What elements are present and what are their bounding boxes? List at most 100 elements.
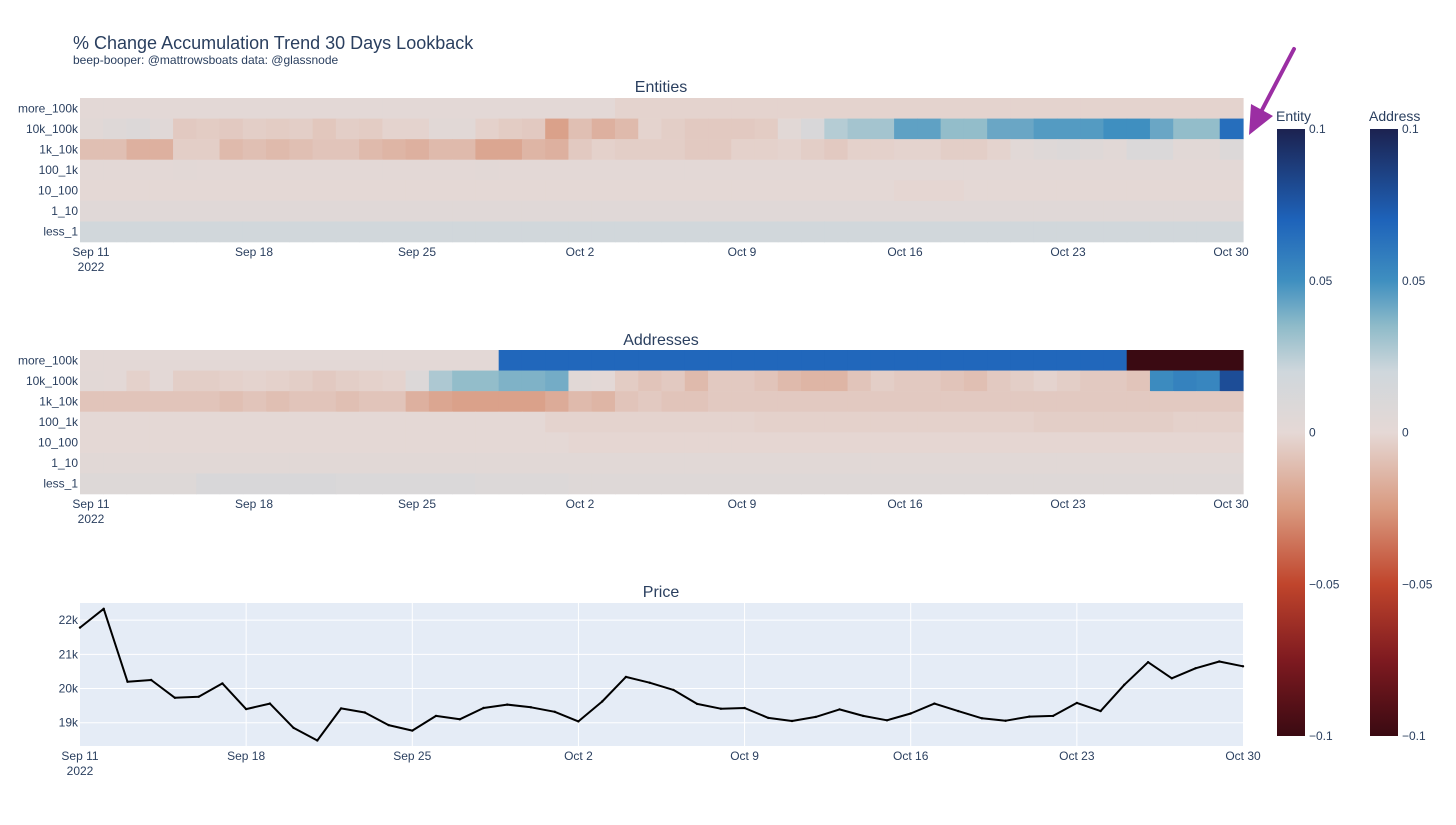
heatmap-cell — [382, 350, 407, 371]
price-series-line — [79, 607, 1244, 742]
heatmap-cell — [312, 159, 337, 181]
heatmap-cell — [987, 370, 1011, 392]
heatmap-cell — [1033, 452, 1058, 474]
heatmap-cell — [1010, 180, 1035, 202]
heatmap-cell — [754, 432, 779, 454]
heatmap-cell — [917, 350, 942, 371]
heatmap-cell — [382, 200, 407, 222]
addresses-heatmap-panel: more_100k 10k_100k 1k_10k 100_1k 10_100 1_10l… — [18, 332, 1249, 526]
heatmap-cell — [103, 98, 128, 119]
heatmap-cell — [545, 391, 570, 413]
heatmap-cell — [963, 98, 988, 119]
heatmap-cell — [173, 98, 197, 119]
heatmap-cell — [80, 118, 104, 140]
heatmap-cell — [452, 159, 477, 181]
heatmap-cell — [382, 411, 407, 433]
heatmap-cell — [1080, 370, 1105, 392]
heatmap-cell — [149, 221, 174, 243]
heatmap-cell — [754, 473, 779, 495]
price-data-point — [173, 696, 177, 699]
heatmap-cell — [312, 452, 337, 474]
heatmap-cell — [754, 350, 779, 371]
heatmap-cell — [894, 452, 918, 474]
heatmap-cell — [452, 350, 477, 371]
annotation-arrow-shaft — [1260, 47, 1296, 112]
heatmap-cell — [638, 118, 663, 140]
price-data-point — [719, 707, 722, 710]
heatmap-cell — [1056, 200, 1081, 222]
colorbar-title: Entity — [1276, 108, 1311, 124]
price-data-point — [529, 706, 533, 709]
x-tick-label: Oct 30 — [1213, 245, 1249, 259]
heatmap-cell — [684, 411, 709, 433]
heatmap-cell — [568, 452, 593, 474]
heatmap-cell — [963, 370, 988, 392]
heatmap-cell — [266, 118, 290, 140]
heatmap-cell — [614, 118, 639, 140]
heatmap-cell — [196, 452, 221, 474]
heatmap-cell — [917, 200, 942, 222]
heatmap-cell — [335, 180, 360, 202]
heatmap-cell — [1173, 159, 1198, 181]
heatmap-cell — [242, 118, 267, 140]
heatmap-cell — [731, 180, 756, 202]
heatmap-cell — [1219, 391, 1244, 413]
heatmap-cell — [847, 200, 872, 222]
price-data-point — [1194, 667, 1197, 670]
heatmap-cell — [1149, 473, 1174, 495]
heatmap-cell — [498, 139, 523, 161]
heatmap-cell — [359, 350, 383, 371]
heatmap-cell — [777, 370, 802, 392]
heatmap-cell — [987, 180, 1011, 202]
heatmap-cell — [289, 180, 314, 202]
price-data-point — [1218, 660, 1221, 663]
heatmap-cell — [359, 159, 383, 181]
heatmap-cell — [708, 221, 732, 243]
heatmap-cell — [870, 221, 895, 243]
plot-background — [80, 603, 1243, 746]
heatmap-cell — [335, 391, 360, 413]
heatmap-cell — [1173, 221, 1198, 243]
colorbar-tick-label: 0.05 — [1402, 274, 1426, 288]
heatmap-cell — [568, 411, 593, 433]
heatmap-cell — [870, 139, 895, 161]
heatmap-cell — [266, 411, 290, 433]
heatmap-cell — [1033, 139, 1058, 161]
heatmap-cell — [266, 221, 290, 243]
heatmap-cell — [661, 391, 686, 413]
heatmap-cell — [80, 473, 104, 495]
heatmap-cell — [1126, 432, 1151, 454]
heatmap-cell — [777, 221, 802, 243]
panel-title: Entities — [635, 79, 687, 96]
heatmap-cell — [638, 391, 663, 413]
heatmap-cell — [1010, 411, 1035, 433]
price-data-point — [1146, 661, 1150, 664]
heatmap-cell — [917, 432, 942, 454]
heatmap-cell — [405, 452, 430, 474]
heatmap-cell — [521, 411, 546, 433]
heatmap-cell — [614, 411, 639, 433]
heatmap-cell — [1173, 370, 1198, 392]
heatmap-cell — [661, 473, 686, 495]
heatmap-cell — [1219, 139, 1244, 161]
heatmap-cell — [987, 350, 1011, 371]
heatmap-cell — [219, 473, 244, 495]
heatmap-cell — [80, 98, 104, 119]
heatmap-cell — [987, 391, 1011, 413]
heatmap-cell — [777, 159, 802, 181]
heatmap-cell — [382, 139, 407, 161]
heatmap-cell — [708, 452, 732, 474]
heatmap-cell — [103, 139, 128, 161]
x-tick-label: Oct 2 — [564, 749, 593, 763]
y-tick-label: 10k_100k — [26, 374, 79, 388]
heatmap-cell — [894, 370, 918, 392]
price-data-point — [695, 702, 699, 706]
heatmap-cell — [614, 221, 639, 243]
heatmap-cell — [1126, 118, 1151, 140]
heatmap-cell — [335, 473, 360, 495]
colorbar-gradient — [1277, 129, 1305, 736]
heatmap-cell — [149, 118, 174, 140]
y-tick-label: 1_10 — [51, 456, 78, 470]
heatmap-cell — [452, 139, 477, 161]
heatmap-cell — [80, 411, 104, 433]
